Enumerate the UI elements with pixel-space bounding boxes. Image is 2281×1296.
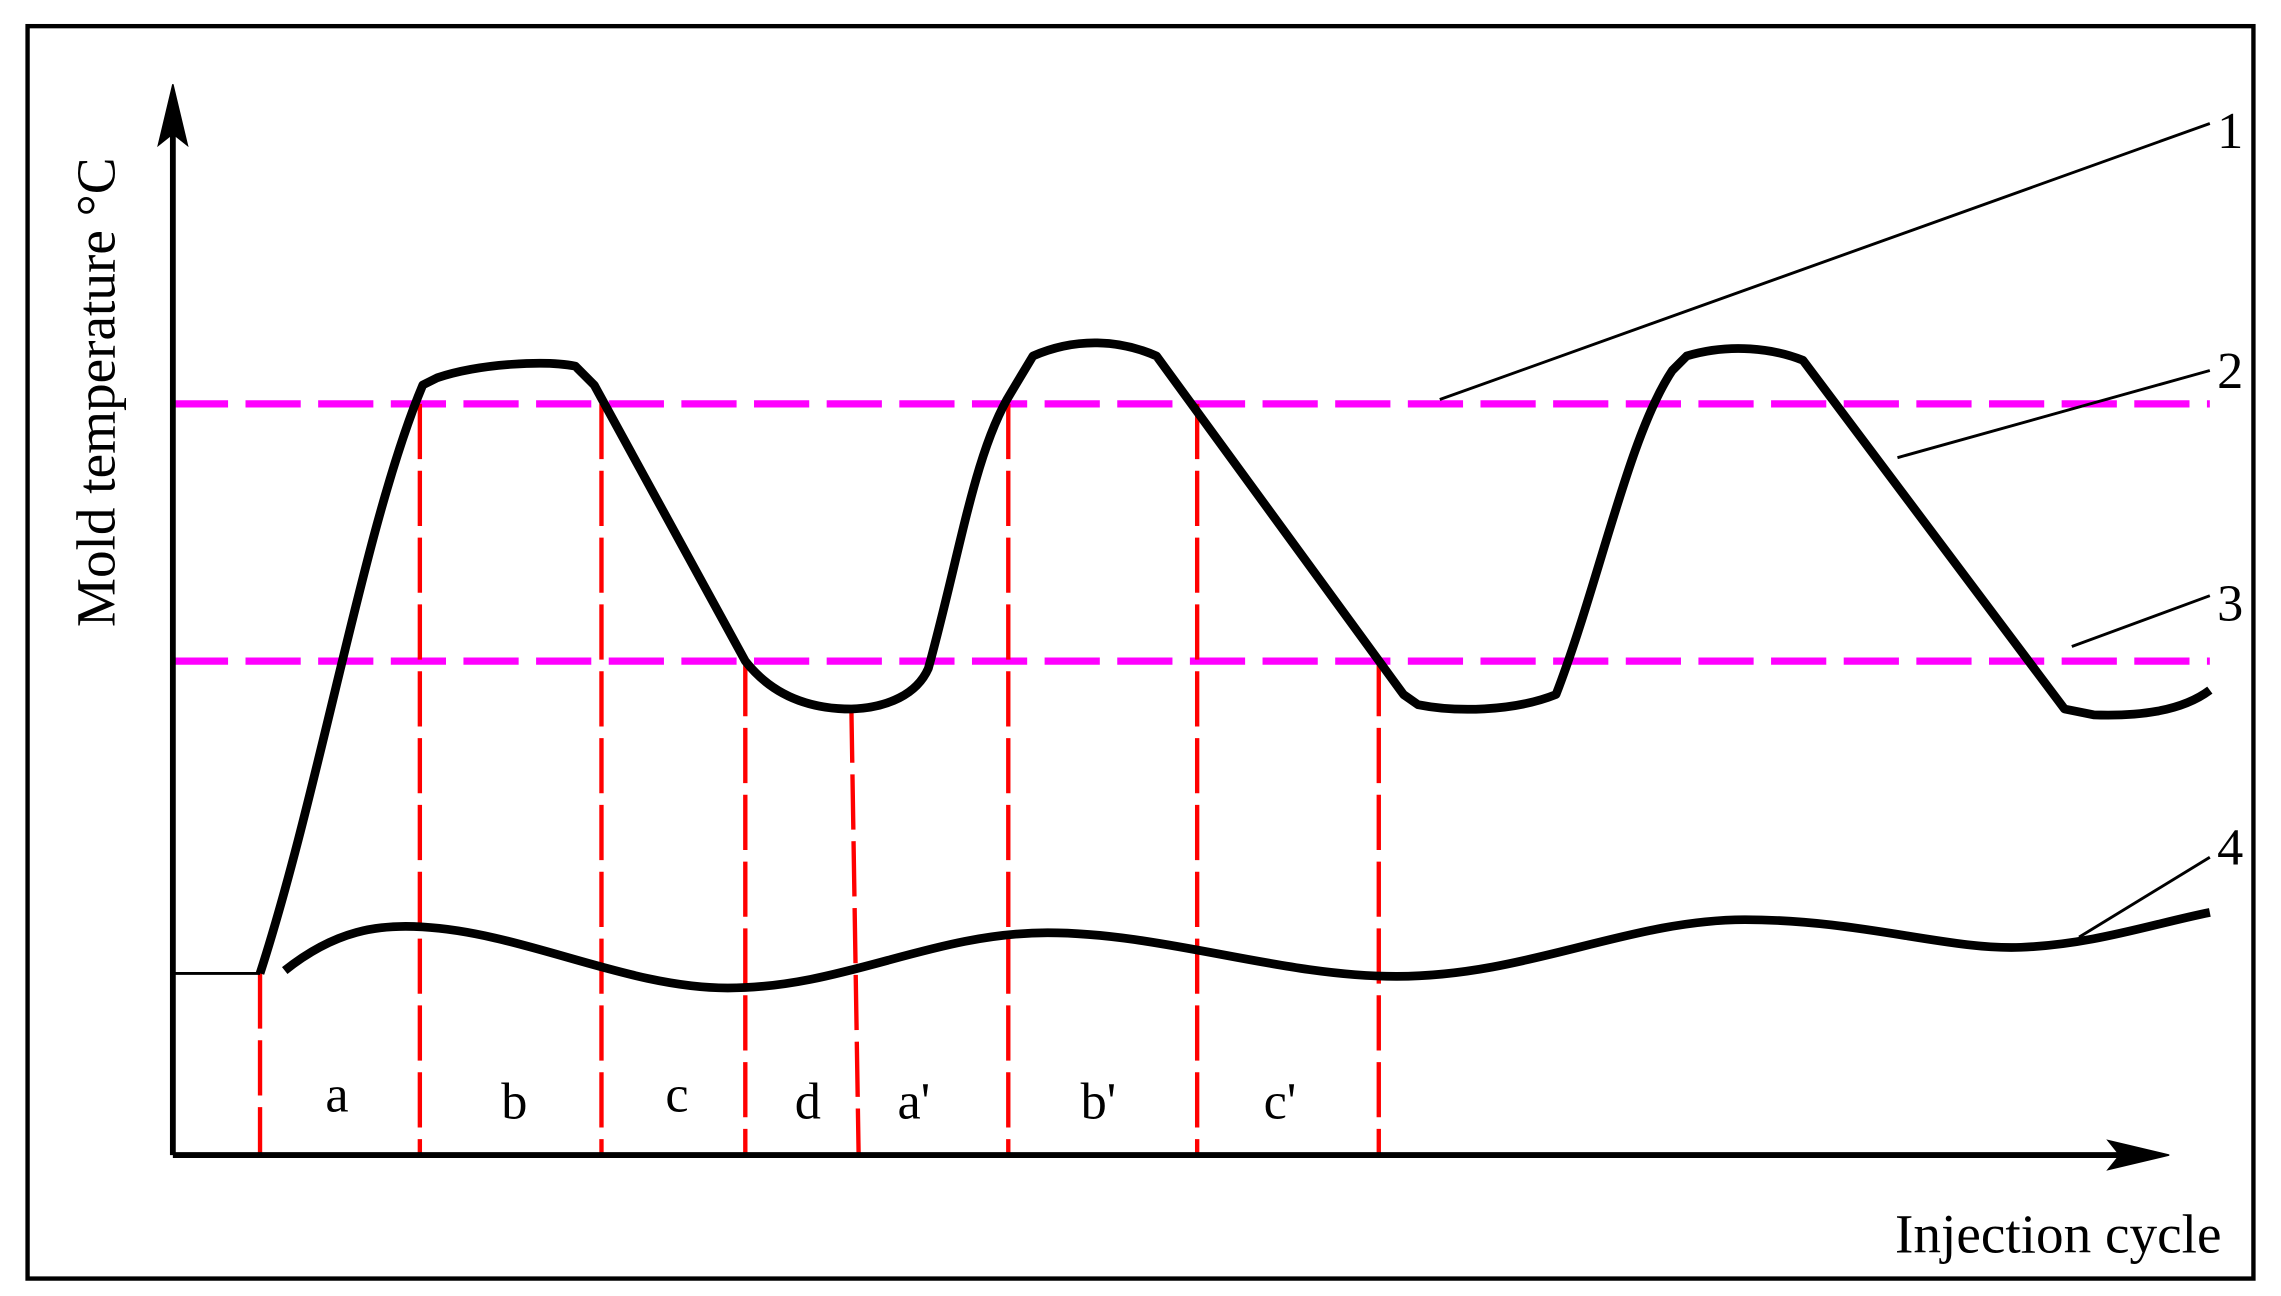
x-axis-label: Injection cycle xyxy=(1895,1203,2221,1264)
curve-label: 2 xyxy=(2217,342,2243,400)
curve-labels: 1 2 3 4 xyxy=(2217,102,2243,876)
phase-label: a xyxy=(325,1065,348,1123)
phase-label: d xyxy=(795,1073,821,1131)
phase-label: b' xyxy=(1081,1073,1117,1131)
phase-label: c' xyxy=(1264,1073,1297,1131)
frame xyxy=(25,23,2256,1281)
phase-labels: a b c d a' b' c' xyxy=(325,1065,1296,1130)
mold-surface-curve xyxy=(255,338,2213,975)
leader xyxy=(2071,594,2211,648)
phase-label: b xyxy=(501,1073,527,1131)
leader xyxy=(2078,855,2211,939)
curve-label: 3 xyxy=(2217,574,2243,632)
leader-lines xyxy=(1439,122,2211,939)
phase-dividers xyxy=(257,403,1381,1156)
divider xyxy=(849,707,861,1156)
leader xyxy=(1439,122,2211,401)
curve-label: 1 xyxy=(2217,102,2243,160)
phase-label: a' xyxy=(898,1073,931,1131)
y-arrow xyxy=(157,84,189,148)
y-axis-label: Mold temperature °C xyxy=(66,157,127,627)
leader xyxy=(1897,369,2211,460)
axes xyxy=(157,84,2170,1171)
curve-label: 4 xyxy=(2217,818,2243,876)
mold-core-curve xyxy=(282,908,2211,993)
phase-label: c xyxy=(665,1065,688,1123)
x-arrow xyxy=(2106,1139,2170,1171)
